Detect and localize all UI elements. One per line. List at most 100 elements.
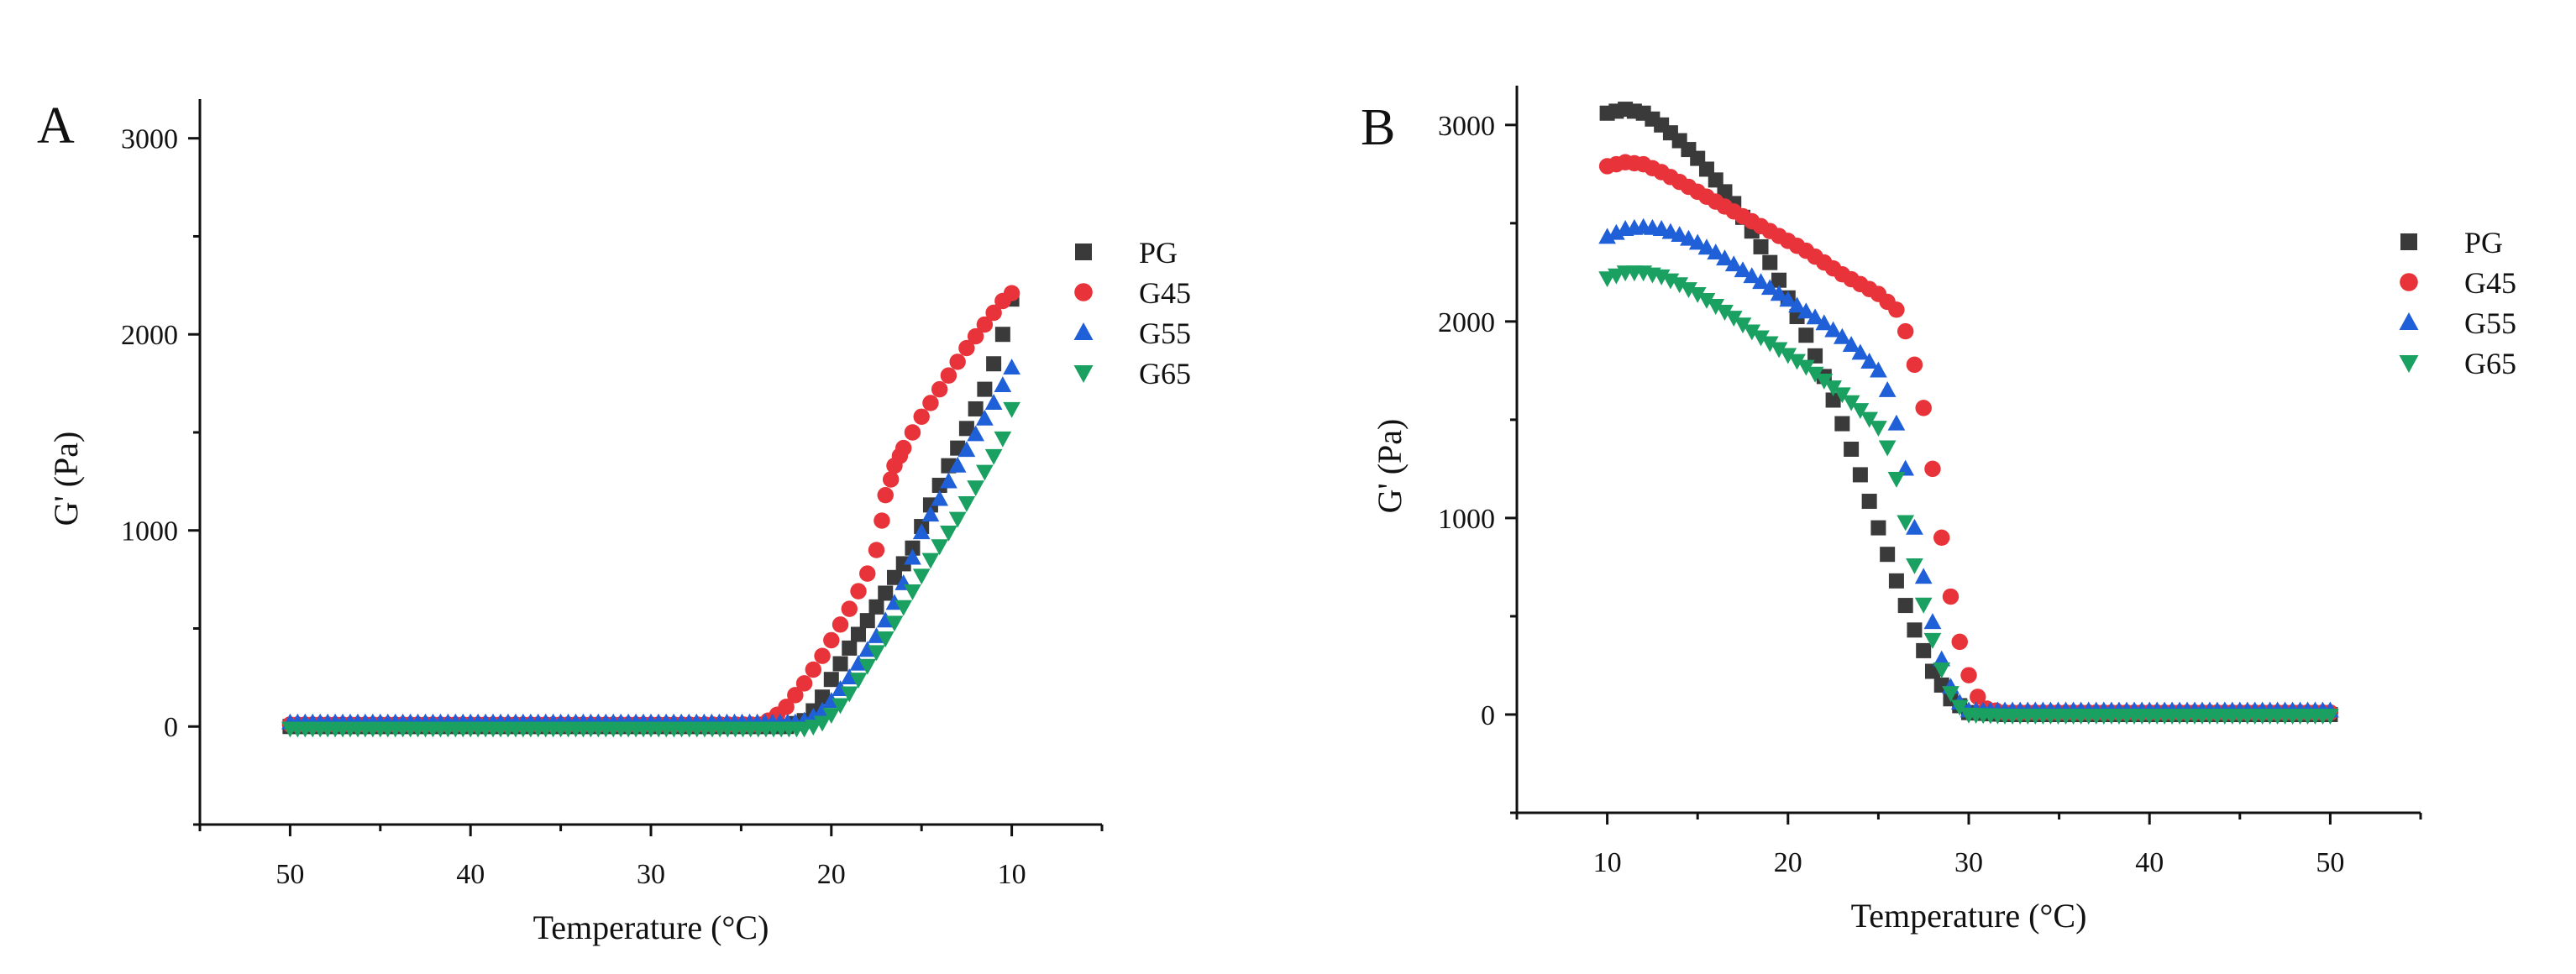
series-g45-a bbox=[281, 285, 1020, 733]
data-point-g45 bbox=[877, 486, 894, 504]
data-point-g55 bbox=[984, 394, 1003, 411]
data-point-pg bbox=[1762, 254, 1778, 270]
data-point-g55 bbox=[1734, 261, 1752, 278]
data-point-pg bbox=[1852, 467, 1868, 483]
y-tick-label-b: 0 bbox=[1481, 700, 1495, 731]
data-point-g65 bbox=[1834, 387, 1851, 404]
data-point-g45 bbox=[1951, 633, 1968, 651]
data-point-g45 bbox=[1897, 322, 1914, 340]
data-point-g45 bbox=[976, 316, 994, 333]
data-point-g65 bbox=[1887, 472, 1906, 488]
data-point-g55 bbox=[1724, 255, 1743, 272]
data-point-g65 bbox=[1797, 359, 1815, 376]
data-point-g45 bbox=[904, 424, 921, 441]
data-point-g65 bbox=[1906, 558, 1923, 574]
data-point-g45 bbox=[850, 583, 867, 600]
data-point-g65 bbox=[1878, 440, 1897, 457]
data-point-pg bbox=[1708, 172, 1723, 188]
data-point-g55 bbox=[940, 472, 957, 489]
data-point-g45 bbox=[874, 512, 890, 529]
data-point-g65 bbox=[1760, 336, 1779, 353]
legend-marker-g55 bbox=[1073, 322, 1094, 340]
legend-label-g45: G45 bbox=[1139, 276, 1191, 310]
data-point-pg bbox=[1907, 622, 1923, 638]
data-point-g65 bbox=[868, 645, 885, 662]
data-point-g65 bbox=[1716, 305, 1734, 321]
data-point-g55 bbox=[1923, 613, 1942, 630]
data-point-g65 bbox=[1851, 403, 1870, 419]
legend-label-pg: PG bbox=[2464, 226, 2503, 259]
data-point-g65 bbox=[885, 615, 904, 632]
data-point-g45 bbox=[1888, 301, 1905, 318]
data-point-g45 bbox=[967, 327, 984, 345]
data-point-g55 bbox=[1897, 459, 1915, 476]
data-point-g65 bbox=[1942, 686, 1960, 703]
data-point-g55 bbox=[1815, 314, 1834, 331]
data-point-g65 bbox=[2322, 709, 2339, 725]
data-point-g55 bbox=[921, 505, 940, 522]
data-point-g55 bbox=[1770, 285, 1788, 301]
data-point-g65 bbox=[876, 631, 895, 647]
data-point-pg bbox=[1844, 442, 1860, 457]
x-tick-label-a: 20 bbox=[817, 859, 846, 890]
data-point-g45 bbox=[895, 439, 912, 457]
data-point-g65 bbox=[948, 511, 967, 528]
data-point-g65 bbox=[813, 715, 832, 732]
y-tick-label-b: 3000 bbox=[1438, 111, 1495, 142]
data-point-g65 bbox=[1860, 411, 1878, 428]
data-point-g65 bbox=[832, 698, 849, 715]
data-point-pg bbox=[931, 478, 947, 494]
data-point-g45 bbox=[1915, 400, 1932, 416]
data-point-pg bbox=[905, 540, 921, 556]
data-point-g65 bbox=[1680, 282, 1697, 299]
data-point-g55 bbox=[931, 490, 949, 506]
legend-marker-g45 bbox=[2400, 273, 2418, 291]
data-point-g65 bbox=[822, 708, 841, 725]
data-point-g65 bbox=[840, 686, 858, 703]
data-point-g65 bbox=[1815, 373, 1834, 390]
data-point-g65 bbox=[1743, 324, 1761, 341]
data-point-g55 bbox=[1779, 291, 1797, 307]
data-point-g65 bbox=[994, 431, 1012, 448]
data-point-g65 bbox=[849, 673, 868, 689]
data-point-g65 bbox=[1003, 401, 1020, 418]
data-point-g55 bbox=[912, 523, 931, 540]
data-point-pg bbox=[842, 640, 858, 656]
panel-label-a: A bbox=[37, 97, 75, 154]
data-point-g65 bbox=[1688, 286, 1707, 303]
data-point-pg bbox=[859, 613, 875, 629]
series-g65-b bbox=[1598, 265, 2339, 725]
data-point-g55 bbox=[1824, 321, 1842, 338]
data-point-g55 bbox=[1851, 343, 1870, 360]
data-point-g55 bbox=[1688, 233, 1707, 250]
data-point-g65 bbox=[921, 552, 940, 569]
data-point-g65 bbox=[1707, 299, 1725, 315]
data-point-g45 bbox=[913, 408, 930, 426]
data-point-g55 bbox=[1671, 226, 1689, 242]
data-point-g55 bbox=[1716, 249, 1734, 266]
data-point-g55 bbox=[957, 441, 976, 458]
data-point-g45 bbox=[882, 471, 900, 488]
legend-marker-pg bbox=[2400, 233, 2417, 250]
data-point-pg bbox=[886, 569, 902, 585]
data-point-pg bbox=[823, 672, 839, 688]
data-point-g55 bbox=[858, 641, 877, 657]
data-point-g55 bbox=[1003, 359, 1020, 375]
data-point-g55 bbox=[948, 456, 967, 473]
legend-label-g45: G45 bbox=[2464, 266, 2516, 300]
data-point-g55 bbox=[1788, 296, 1806, 313]
data-point-g65 bbox=[1897, 515, 1915, 532]
data-point-g45 bbox=[832, 616, 849, 633]
data-point-pg bbox=[1825, 392, 1841, 408]
x-tick-label-b: 30 bbox=[1954, 847, 1983, 878]
data-point-g45 bbox=[1970, 689, 1986, 705]
data-point-g65 bbox=[1842, 395, 1860, 411]
data-point-g55 bbox=[1707, 244, 1725, 260]
x-tick-label-b: 40 bbox=[2135, 847, 2164, 878]
data-point-g45 bbox=[1003, 285, 1020, 301]
y-tick-label-a: 0 bbox=[164, 712, 178, 743]
data-point-pg bbox=[1916, 642, 1932, 658]
data-point-pg bbox=[1888, 573, 1904, 589]
data-point-g45 bbox=[805, 661, 822, 678]
